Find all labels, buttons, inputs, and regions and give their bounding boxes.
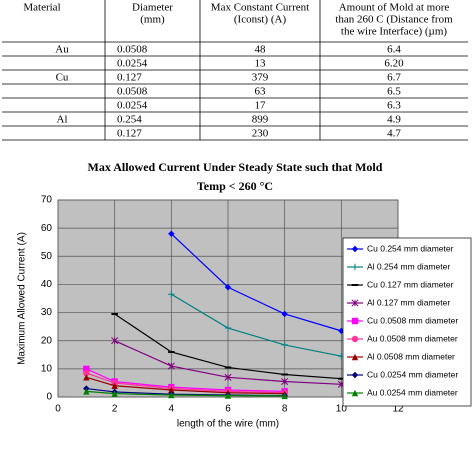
x-tick-label: 12: [392, 404, 404, 415]
x-tick-label: 6: [225, 404, 231, 415]
marker: [168, 291, 175, 298]
table-header: the wire Interface) (µm): [341, 26, 448, 38]
table-cell: 0.0508: [117, 86, 148, 98]
marker: [351, 389, 359, 397]
table-cell: 63: [255, 86, 267, 98]
table-cell: 6.5: [387, 86, 401, 98]
y-tick-label: 40: [41, 279, 53, 290]
marker: [351, 335, 359, 343]
series-line: [171, 293, 342, 357]
y-tick-label: 50: [41, 251, 53, 262]
x-tick-label: 0: [55, 404, 61, 415]
y-tick-label: 70: [41, 195, 53, 206]
marker: [224, 373, 232, 381]
legend-label: Au 0.0508 mm diameter: [367, 333, 458, 343]
table-header: Max Constant Current: [211, 2, 309, 14]
table-cell: 0.0254: [117, 100, 148, 112]
table-cell: Au: [55, 44, 69, 56]
marker: [281, 392, 288, 400]
chart-title: Max Allowed Current Under Steady State s…: [88, 160, 383, 174]
table-cell: 48: [255, 44, 267, 56]
marker: [111, 390, 118, 397]
legend-box: [342, 237, 472, 407]
legend-label: Al 0.254 mm diameter: [367, 261, 450, 271]
marker: [111, 337, 119, 345]
table-cell: 6.3: [387, 100, 401, 112]
y-axis-label: Maximum Allowed Current (A): [17, 232, 28, 365]
table-cell: 6.4: [387, 44, 401, 56]
marker: [351, 245, 359, 253]
x-tick-label: 8: [282, 404, 288, 415]
table-cell: 230: [252, 128, 269, 140]
marker: [351, 299, 359, 307]
legend-label: Al 0.0508 mm diameter: [367, 351, 455, 361]
chart-title: Temp < 260 °C: [197, 179, 273, 193]
table-header: (Iconst) (A): [234, 14, 287, 26]
marker: [111, 382, 118, 389]
marker: [224, 284, 232, 291]
legend-label: Cu 0.254 mm diameter: [367, 243, 454, 253]
marker: [168, 230, 175, 237]
table-cell: 4.7: [387, 128, 401, 140]
y-tick-label: 0: [46, 392, 52, 403]
y-tick-label: 10: [41, 363, 53, 374]
table-cell: 899: [252, 114, 269, 126]
table-cell: 0.127: [117, 128, 142, 140]
marker: [224, 324, 232, 332]
table-cell: 379: [252, 72, 269, 84]
table-cell: Al: [57, 114, 68, 126]
table-header: Diameter: [132, 2, 173, 14]
table-cell: 0.127: [117, 72, 142, 84]
marker: [351, 371, 359, 379]
marker: [83, 369, 90, 377]
table-cell: Cu: [56, 72, 69, 84]
table-header: Amount of Mold at more: [339, 2, 450, 14]
marker: [351, 353, 359, 361]
marker: [351, 317, 359, 325]
marker: [351, 263, 359, 271]
x-tick-label: 10: [336, 404, 348, 415]
table-cell: 0.254: [117, 114, 142, 126]
marker: [167, 362, 175, 370]
x-axis-label: length of the wire (mm): [177, 419, 279, 430]
table-cell: 13: [255, 58, 267, 70]
table-header: Material: [23, 2, 60, 14]
table-header: than 260 C (Distance from: [335, 14, 453, 26]
marker: [168, 391, 175, 399]
legend-label: Au 0.0254 mm diameter: [367, 387, 458, 397]
y-tick-label: 20: [41, 335, 53, 346]
marker: [168, 386, 175, 394]
legend-label: Cu 0.0254 mm diameter: [367, 369, 458, 379]
table-cell: 4.9: [387, 114, 401, 126]
legend-label: Al 0.127 mm diameter: [367, 297, 450, 307]
table-header: (mm): [140, 14, 165, 26]
table-cell: 17: [255, 100, 267, 112]
y-tick-label: 60: [41, 223, 53, 234]
table-cell: 0.0254: [117, 58, 148, 70]
marker: [281, 341, 288, 349]
x-tick-label: 4: [169, 404, 175, 415]
x-tick-label: 2: [112, 404, 118, 415]
marker: [83, 374, 90, 381]
legend-label: Cu 0.127 mm diameter: [367, 279, 454, 289]
series-line: [170, 233, 342, 332]
marker: [83, 388, 90, 395]
table-cell: 6.20: [384, 58, 404, 70]
table-cell: 0.0508: [117, 44, 148, 56]
y-tick-label: 30: [41, 307, 53, 318]
legend-label: Cu 0.0508 mm diameter: [367, 315, 458, 325]
table-cell: 6.7: [387, 72, 401, 84]
marker: [281, 310, 288, 318]
marker: [83, 365, 90, 373]
marker: [224, 392, 232, 399]
marker: [281, 377, 289, 386]
